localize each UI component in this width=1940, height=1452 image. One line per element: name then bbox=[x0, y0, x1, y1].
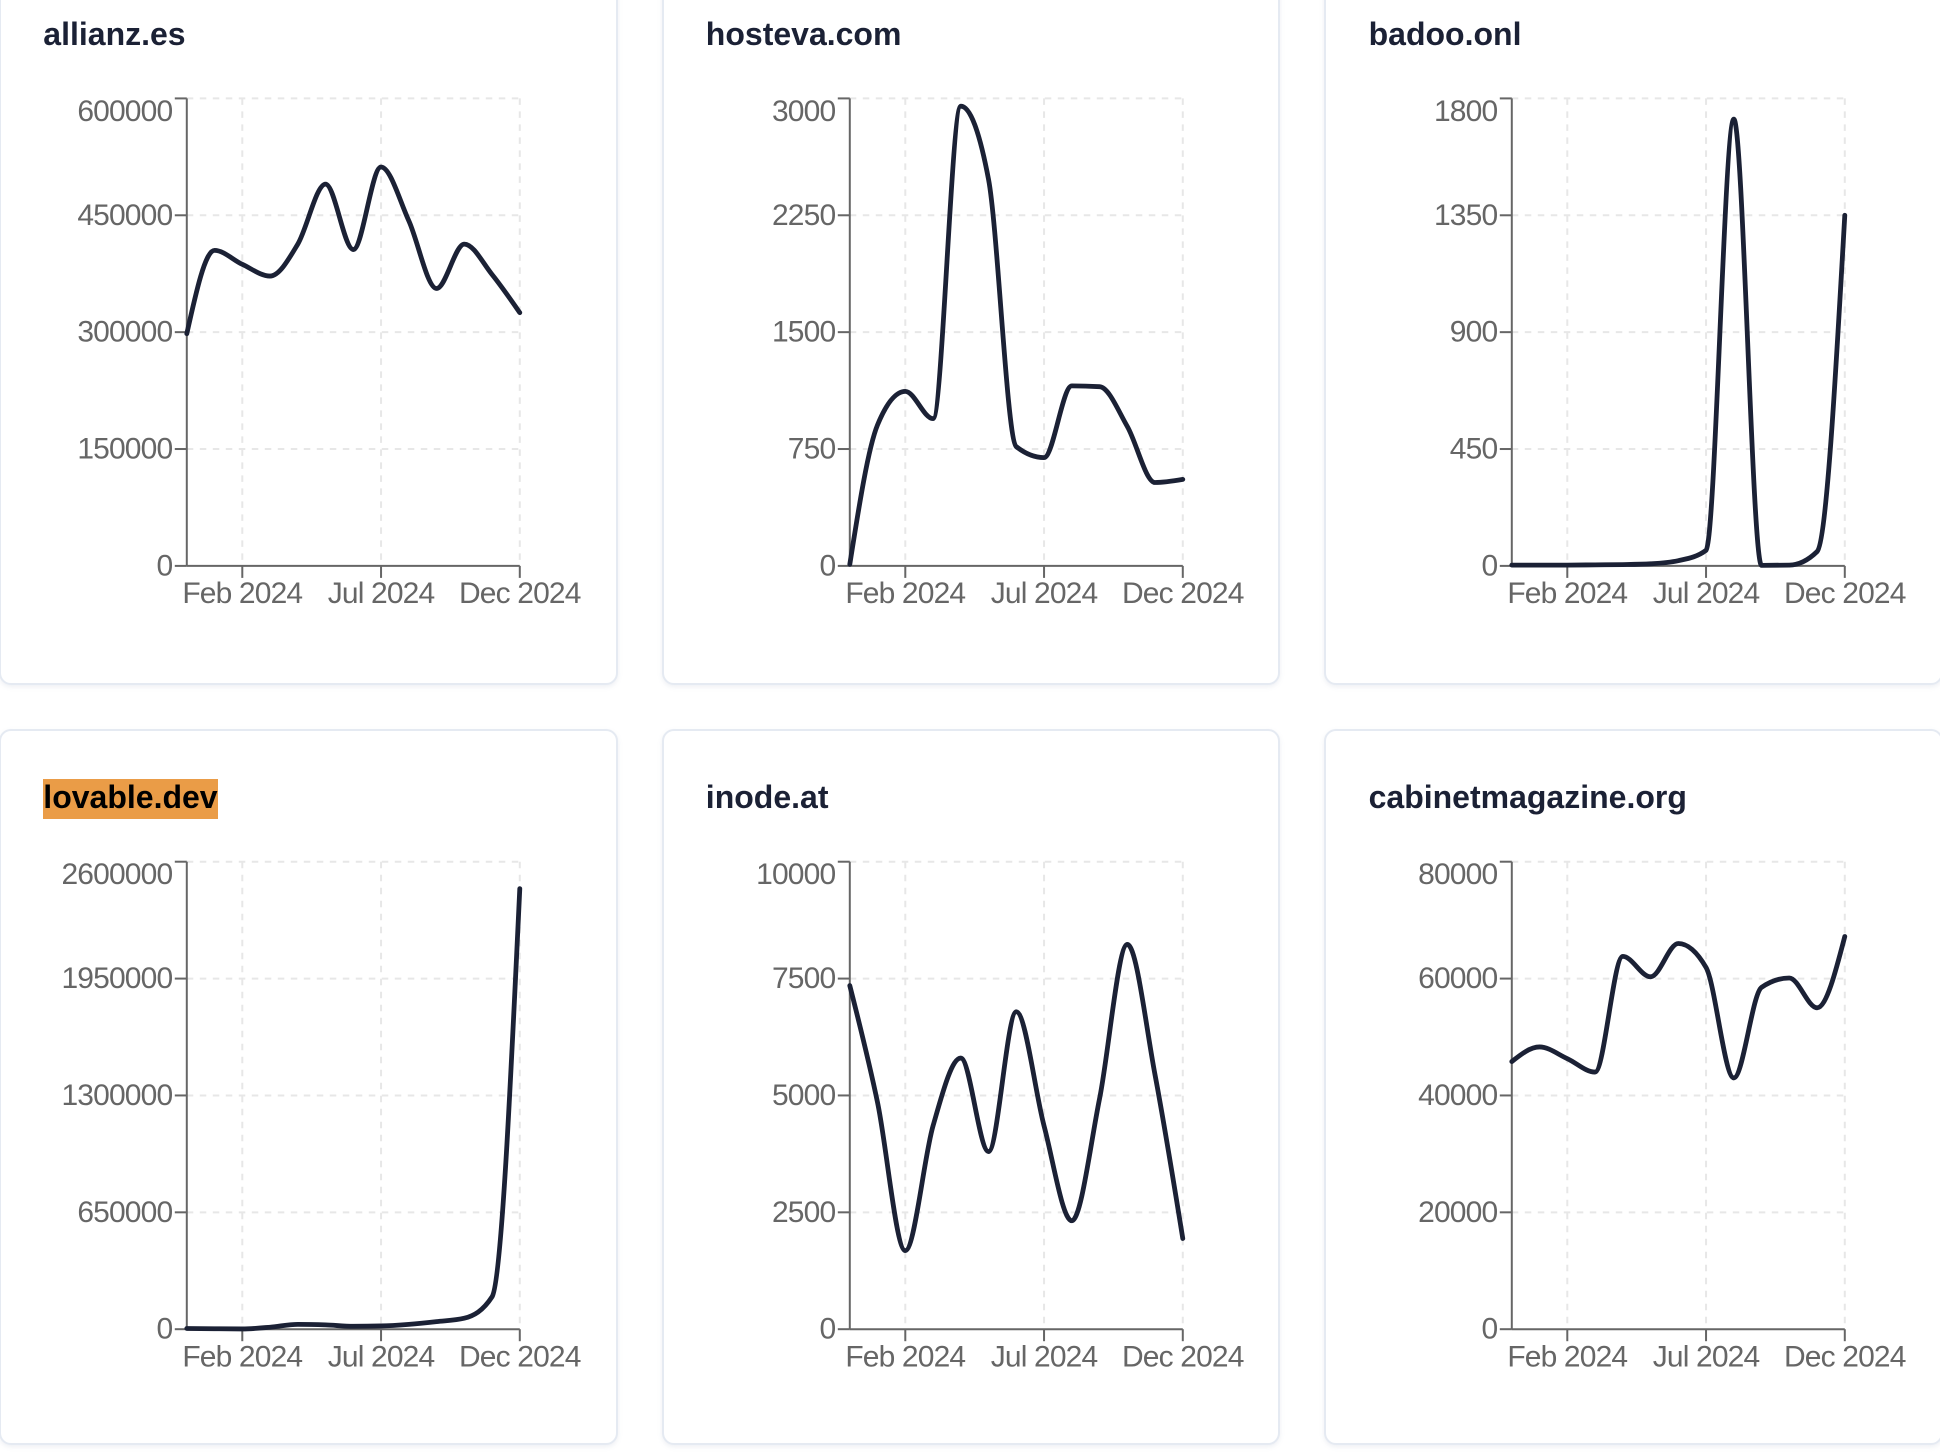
svg-text:Dec 2024: Dec 2024 bbox=[459, 577, 581, 610]
svg-text:20000: 20000 bbox=[1418, 1196, 1497, 1229]
svg-text:Feb 2024: Feb 2024 bbox=[1508, 1340, 1628, 1373]
svg-text:0: 0 bbox=[819, 549, 835, 582]
svg-text:Feb 2024: Feb 2024 bbox=[182, 1340, 302, 1373]
svg-text:Jul 2024: Jul 2024 bbox=[1653, 1340, 1760, 1373]
svg-text:0: 0 bbox=[819, 1313, 835, 1346]
svg-text:1300000: 1300000 bbox=[61, 1079, 172, 1112]
svg-text:600000: 600000 bbox=[77, 95, 172, 128]
svg-text:Dec 2024: Dec 2024 bbox=[1784, 577, 1906, 610]
svg-text:1800: 1800 bbox=[1434, 95, 1497, 128]
svg-text:Jul 2024: Jul 2024 bbox=[328, 577, 435, 610]
svg-text:2600000: 2600000 bbox=[61, 858, 172, 891]
svg-text:0: 0 bbox=[156, 549, 172, 582]
svg-text:60000: 60000 bbox=[1418, 962, 1497, 995]
svg-text:2500: 2500 bbox=[771, 1196, 834, 1229]
svg-text:10000: 10000 bbox=[756, 858, 835, 891]
svg-text:Feb 2024: Feb 2024 bbox=[182, 577, 302, 610]
svg-text:0: 0 bbox=[156, 1313, 172, 1346]
svg-text:Dec 2024: Dec 2024 bbox=[1784, 1340, 1906, 1373]
svg-text:Jul 2024: Jul 2024 bbox=[990, 577, 1097, 610]
svg-text:5000: 5000 bbox=[771, 1079, 834, 1112]
svg-text:7500: 7500 bbox=[771, 962, 834, 995]
svg-text:900: 900 bbox=[1450, 316, 1498, 349]
svg-text:0: 0 bbox=[1482, 549, 1498, 582]
svg-text:Jul 2024: Jul 2024 bbox=[1653, 577, 1760, 610]
svg-text:Jul 2024: Jul 2024 bbox=[328, 1340, 435, 1373]
svg-text:450: 450 bbox=[1450, 433, 1498, 466]
svg-text:0: 0 bbox=[1482, 1313, 1498, 1346]
svg-text:Feb 2024: Feb 2024 bbox=[845, 577, 965, 610]
svg-text:750: 750 bbox=[787, 433, 835, 466]
svg-text:40000: 40000 bbox=[1418, 1079, 1497, 1112]
svg-text:1350: 1350 bbox=[1434, 199, 1497, 232]
svg-text:450000: 450000 bbox=[77, 199, 172, 232]
svg-text:650000: 650000 bbox=[77, 1196, 172, 1229]
svg-text:Dec 2024: Dec 2024 bbox=[1122, 577, 1244, 610]
svg-text:80000: 80000 bbox=[1418, 858, 1497, 891]
svg-text:3000: 3000 bbox=[771, 95, 834, 128]
svg-text:150000: 150000 bbox=[77, 433, 172, 466]
svg-text:Feb 2024: Feb 2024 bbox=[1508, 577, 1628, 610]
svg-text:1950000: 1950000 bbox=[61, 962, 172, 995]
svg-text:Dec 2024: Dec 2024 bbox=[1122, 1340, 1244, 1373]
svg-text:2250: 2250 bbox=[771, 199, 834, 232]
svg-text:Jul 2024: Jul 2024 bbox=[990, 1340, 1097, 1373]
svg-text:Dec 2024: Dec 2024 bbox=[459, 1340, 581, 1373]
svg-text:Feb 2024: Feb 2024 bbox=[845, 1340, 965, 1373]
svg-text:300000: 300000 bbox=[77, 316, 172, 349]
svg-text:1500: 1500 bbox=[771, 316, 834, 349]
